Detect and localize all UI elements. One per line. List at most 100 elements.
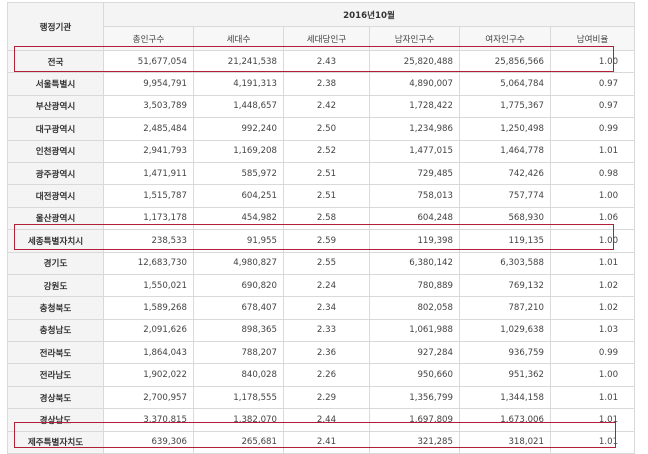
column-header-households: 세대수 [193,26,284,51]
total-population: 51,677,054 [103,49,194,74]
column-header-ratio: 남여비율 [549,26,636,51]
female-population: 1,029,638 [459,318,551,343]
table-row: 광주광역시 1,471,911 585,972 2.51 729,485 742,426 0… [7,161,636,186]
persons-per-household: 2.59 [283,229,370,253]
table-row: 전국 51,677,054 21,241,538 2.43 25,820,488 25,8… [7,49,636,74]
region-name: 광주광역시 [7,161,104,186]
region-name: 인천광역시 [7,139,104,163]
male-population: 604,248 [369,206,460,231]
male-population: 1,697,809 [369,408,460,432]
household-count: 604,251 [193,184,284,208]
persons-per-household: 2.44 [283,408,370,432]
table-row: 대구광역시 2,485,484 992,240 2.50 1,234,986 1,250,… [7,117,636,141]
sex-ratio: 0.99 [549,117,636,141]
agency-header: 행정기관 [7,2,104,51]
sex-ratio: 1.00 [549,184,636,208]
sex-ratio: 1.01 [549,139,636,163]
region-name: 경상남도 [7,408,104,432]
region-name: 충청북도 [7,296,104,320]
household-count: 585,972 [193,161,284,186]
table-row: 인천광역시 2,941,793 1,169,208 2.52 1,477,015 1,46… [7,139,636,163]
total-population: 1,902,022 [103,363,194,387]
male-population: 950,660 [369,363,460,387]
sex-ratio: 1.01 [549,408,636,432]
female-population: 1,673,006 [459,408,551,432]
sex-ratio: 1.02 [549,273,636,298]
household-count: 4,191,313 [193,72,284,96]
male-population: 1,356,799 [369,385,460,410]
sex-ratio: 0.99 [549,341,636,365]
total-population: 1,515,787 [103,184,194,208]
male-population: 321,285 [369,430,460,454]
persons-per-household: 2.43 [283,49,370,74]
female-population: 1,344,158 [459,385,551,410]
persons-per-household: 2.34 [283,296,370,320]
table-row: 부산광역시 3,503,789 1,448,657 2.42 1,728,422 1,77… [7,94,636,119]
region-name: 부산광역시 [7,94,104,119]
total-population: 1,173,178 [103,206,194,231]
persons-per-household: 2.51 [283,161,370,186]
total-population: 639,306 [103,430,194,454]
female-population: 119,135 [459,229,551,253]
persons-per-household: 2.58 [283,206,370,231]
total-population: 1,589,268 [103,296,194,320]
table-row: 경상남도 3,370,815 1,382,070 2.44 1,697,809 1,673… [7,408,636,432]
male-population: 729,485 [369,161,460,186]
region-name: 울산광역시 [7,206,104,231]
male-population: 927,284 [369,341,460,365]
sex-ratio: 0.98 [549,161,636,186]
sex-ratio: 1.01 [549,251,636,275]
region-name: 강원도 [7,273,104,298]
table-row: 서울특별시 9,954,791 4,191,313 2.38 4,890,007 5,06… [7,72,636,96]
period-header: 2016년10월 [102,2,636,27]
region-name: 충청남도 [7,318,104,343]
household-count: 265,681 [193,430,284,454]
persons-per-household: 2.55 [283,251,370,275]
total-population: 1,471,911 [103,161,194,186]
total-population: 1,864,043 [103,341,194,365]
household-count: 898,365 [193,318,284,343]
table-row: 울산광역시 1,173,178 454,982 2.58 604,248 568,930 1… [7,206,636,231]
persons-per-household: 2.29 [283,385,370,410]
male-population: 1,061,988 [369,318,460,343]
household-count: 1,448,657 [193,94,284,119]
male-population: 758,013 [369,184,460,208]
total-population: 238,533 [103,229,194,253]
sex-ratio: 1.02 [549,296,636,320]
table-row: 전라남도 1,902,022 840,028 2.26 950,660 951,362 1.… [7,363,636,387]
sex-ratio: 1.01 [549,430,636,454]
column-header-total: 총인구수 [103,26,194,51]
table-row: 경기도 12,683,730 4,980,827 2.55 6,380,142 6,303… [7,251,636,275]
table-row: 전라북도 1,864,043 788,207 2.36 927,284 936,759 0.… [7,341,636,365]
table-row: 세종특별자치시 238,533 91,955 2.59 119,398 119,135 1.… [7,229,636,253]
column-header-per-household: 세대당인구 [283,26,370,51]
persons-per-household: 2.38 [283,72,370,96]
total-population: 2,941,793 [103,139,194,163]
female-population: 769,132 [459,273,551,298]
region-name: 전라북도 [7,341,104,365]
male-population: 25,820,488 [369,49,460,74]
sex-ratio: 1.00 [549,363,636,387]
region-name: 전국 [7,49,104,74]
persons-per-household: 2.36 [283,341,370,365]
persons-per-household: 2.52 [283,139,370,163]
household-count: 1,169,208 [193,139,284,163]
female-population: 25,856,566 [459,49,551,74]
female-population: 951,362 [459,363,551,387]
household-count: 21,241,538 [193,49,284,74]
region-name: 제주특별자치도 [7,430,104,454]
total-population: 12,683,730 [103,251,194,275]
sex-ratio: 0.97 [549,72,636,96]
region-name: 세종특별자치시 [7,229,104,253]
sex-ratio: 0.97 [549,94,636,119]
persons-per-household: 2.41 [283,430,370,454]
household-count: 1,178,555 [193,385,284,410]
region-name: 전라남도 [7,363,104,387]
male-population: 6,380,142 [369,251,460,275]
household-count: 91,955 [193,229,284,253]
household-count: 690,820 [193,273,284,298]
male-population: 1,477,015 [369,139,460,163]
female-population: 787,210 [459,296,551,320]
female-population: 568,930 [459,206,551,231]
